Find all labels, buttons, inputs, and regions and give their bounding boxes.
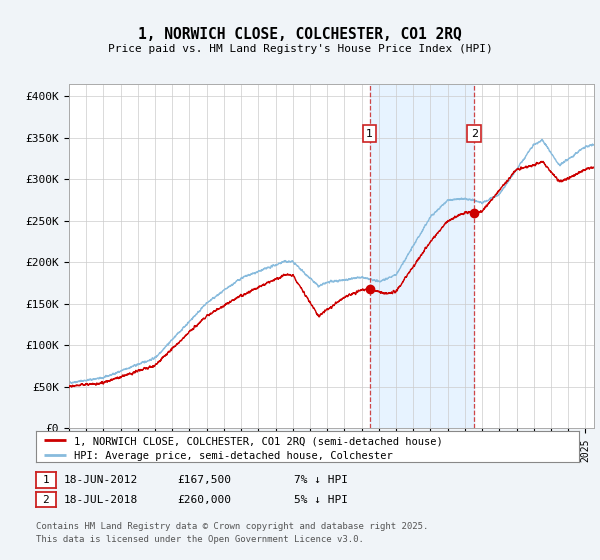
Text: 2: 2 bbox=[470, 129, 478, 139]
Text: 7% ↓ HPI: 7% ↓ HPI bbox=[294, 475, 348, 485]
Text: 2: 2 bbox=[43, 494, 49, 505]
Text: 5% ↓ HPI: 5% ↓ HPI bbox=[294, 494, 348, 505]
Text: 18-JUN-2012: 18-JUN-2012 bbox=[64, 475, 138, 485]
Text: £260,000: £260,000 bbox=[177, 494, 231, 505]
Text: £167,500: £167,500 bbox=[177, 475, 231, 485]
Text: 1, NORWICH CLOSE, COLCHESTER, CO1 2RQ (semi-detached house): 1, NORWICH CLOSE, COLCHESTER, CO1 2RQ (s… bbox=[74, 436, 443, 446]
Text: Price paid vs. HM Land Registry's House Price Index (HPI): Price paid vs. HM Land Registry's House … bbox=[107, 44, 493, 54]
Text: 1, NORWICH CLOSE, COLCHESTER, CO1 2RQ: 1, NORWICH CLOSE, COLCHESTER, CO1 2RQ bbox=[138, 27, 462, 42]
Text: Contains HM Land Registry data © Crown copyright and database right 2025.
This d: Contains HM Land Registry data © Crown c… bbox=[36, 522, 428, 544]
Text: 1: 1 bbox=[43, 475, 49, 485]
Bar bbox=[370, 84, 474, 428]
Text: 1: 1 bbox=[366, 129, 373, 139]
Text: 18-JUL-2018: 18-JUL-2018 bbox=[64, 494, 138, 505]
Text: HPI: Average price, semi-detached house, Colchester: HPI: Average price, semi-detached house,… bbox=[74, 451, 393, 461]
